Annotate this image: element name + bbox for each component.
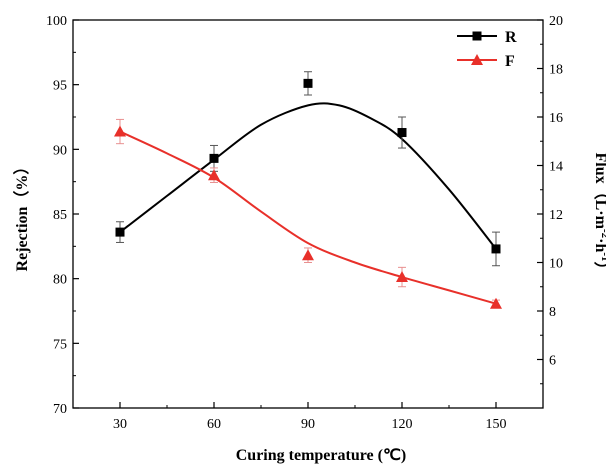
x-tick-label: 30 bbox=[113, 417, 127, 432]
series-f bbox=[114, 118, 502, 309]
data-point-r bbox=[115, 227, 125, 237]
x-tick-label: 120 bbox=[392, 417, 413, 432]
left-tick-label: 80 bbox=[53, 273, 67, 288]
data-point-r bbox=[491, 244, 501, 254]
right-tick-label: 20 bbox=[549, 14, 563, 29]
legend-marker-r bbox=[472, 31, 482, 41]
right-tick-label: 10 bbox=[549, 257, 563, 272]
right-tick-label: 16 bbox=[549, 111, 563, 126]
series-r-curve bbox=[119, 102, 497, 250]
series-f-curve bbox=[119, 130, 497, 305]
data-point-f bbox=[396, 271, 408, 283]
right-tick-label: 14 bbox=[549, 160, 563, 175]
left-tick-label: 70 bbox=[53, 402, 67, 417]
right-axis-ticks: 6 8 10 12 14 16 18 20 bbox=[537, 14, 563, 385]
x-tick-label: 90 bbox=[301, 417, 315, 432]
left-axis-ticks: 70 75 80 85 90 95 100 bbox=[46, 14, 79, 417]
left-tick-label: 85 bbox=[53, 208, 67, 223]
right-tick-label: 18 bbox=[549, 63, 563, 78]
x-axis-ticks: 30 60 90 120 150 bbox=[113, 402, 507, 432]
right-tick-label: 12 bbox=[549, 208, 563, 223]
data-point-f bbox=[490, 297, 502, 309]
data-point-r bbox=[303, 78, 313, 88]
left-tick-label: 100 bbox=[46, 14, 67, 29]
series-r bbox=[115, 71, 501, 267]
x-axis-label: Curing temperature (℃) bbox=[236, 447, 407, 464]
legend: RF bbox=[457, 29, 517, 70]
data-point-f bbox=[208, 169, 220, 181]
x-tick-label: 150 bbox=[486, 417, 507, 432]
x-tick-label: 60 bbox=[207, 417, 221, 432]
right-tick-label: 6 bbox=[549, 354, 556, 369]
left-tick-label: 90 bbox=[53, 143, 67, 158]
data-point-r bbox=[209, 153, 219, 163]
data-point-f bbox=[114, 125, 126, 137]
legend-label-f: F bbox=[505, 53, 515, 70]
y-axis-right-label: Flux（L·m-2·h-1） bbox=[592, 152, 606, 277]
legend-label-r: R bbox=[505, 29, 517, 46]
legend-marker-f bbox=[471, 54, 483, 65]
data-point-r bbox=[397, 128, 407, 138]
data-point-f bbox=[302, 249, 314, 261]
right-tick-label: 8 bbox=[549, 305, 556, 320]
left-tick-label: 75 bbox=[53, 337, 67, 352]
left-tick-label: 95 bbox=[53, 79, 67, 94]
y-axis-left-label: Rejection（%） bbox=[13, 159, 31, 272]
